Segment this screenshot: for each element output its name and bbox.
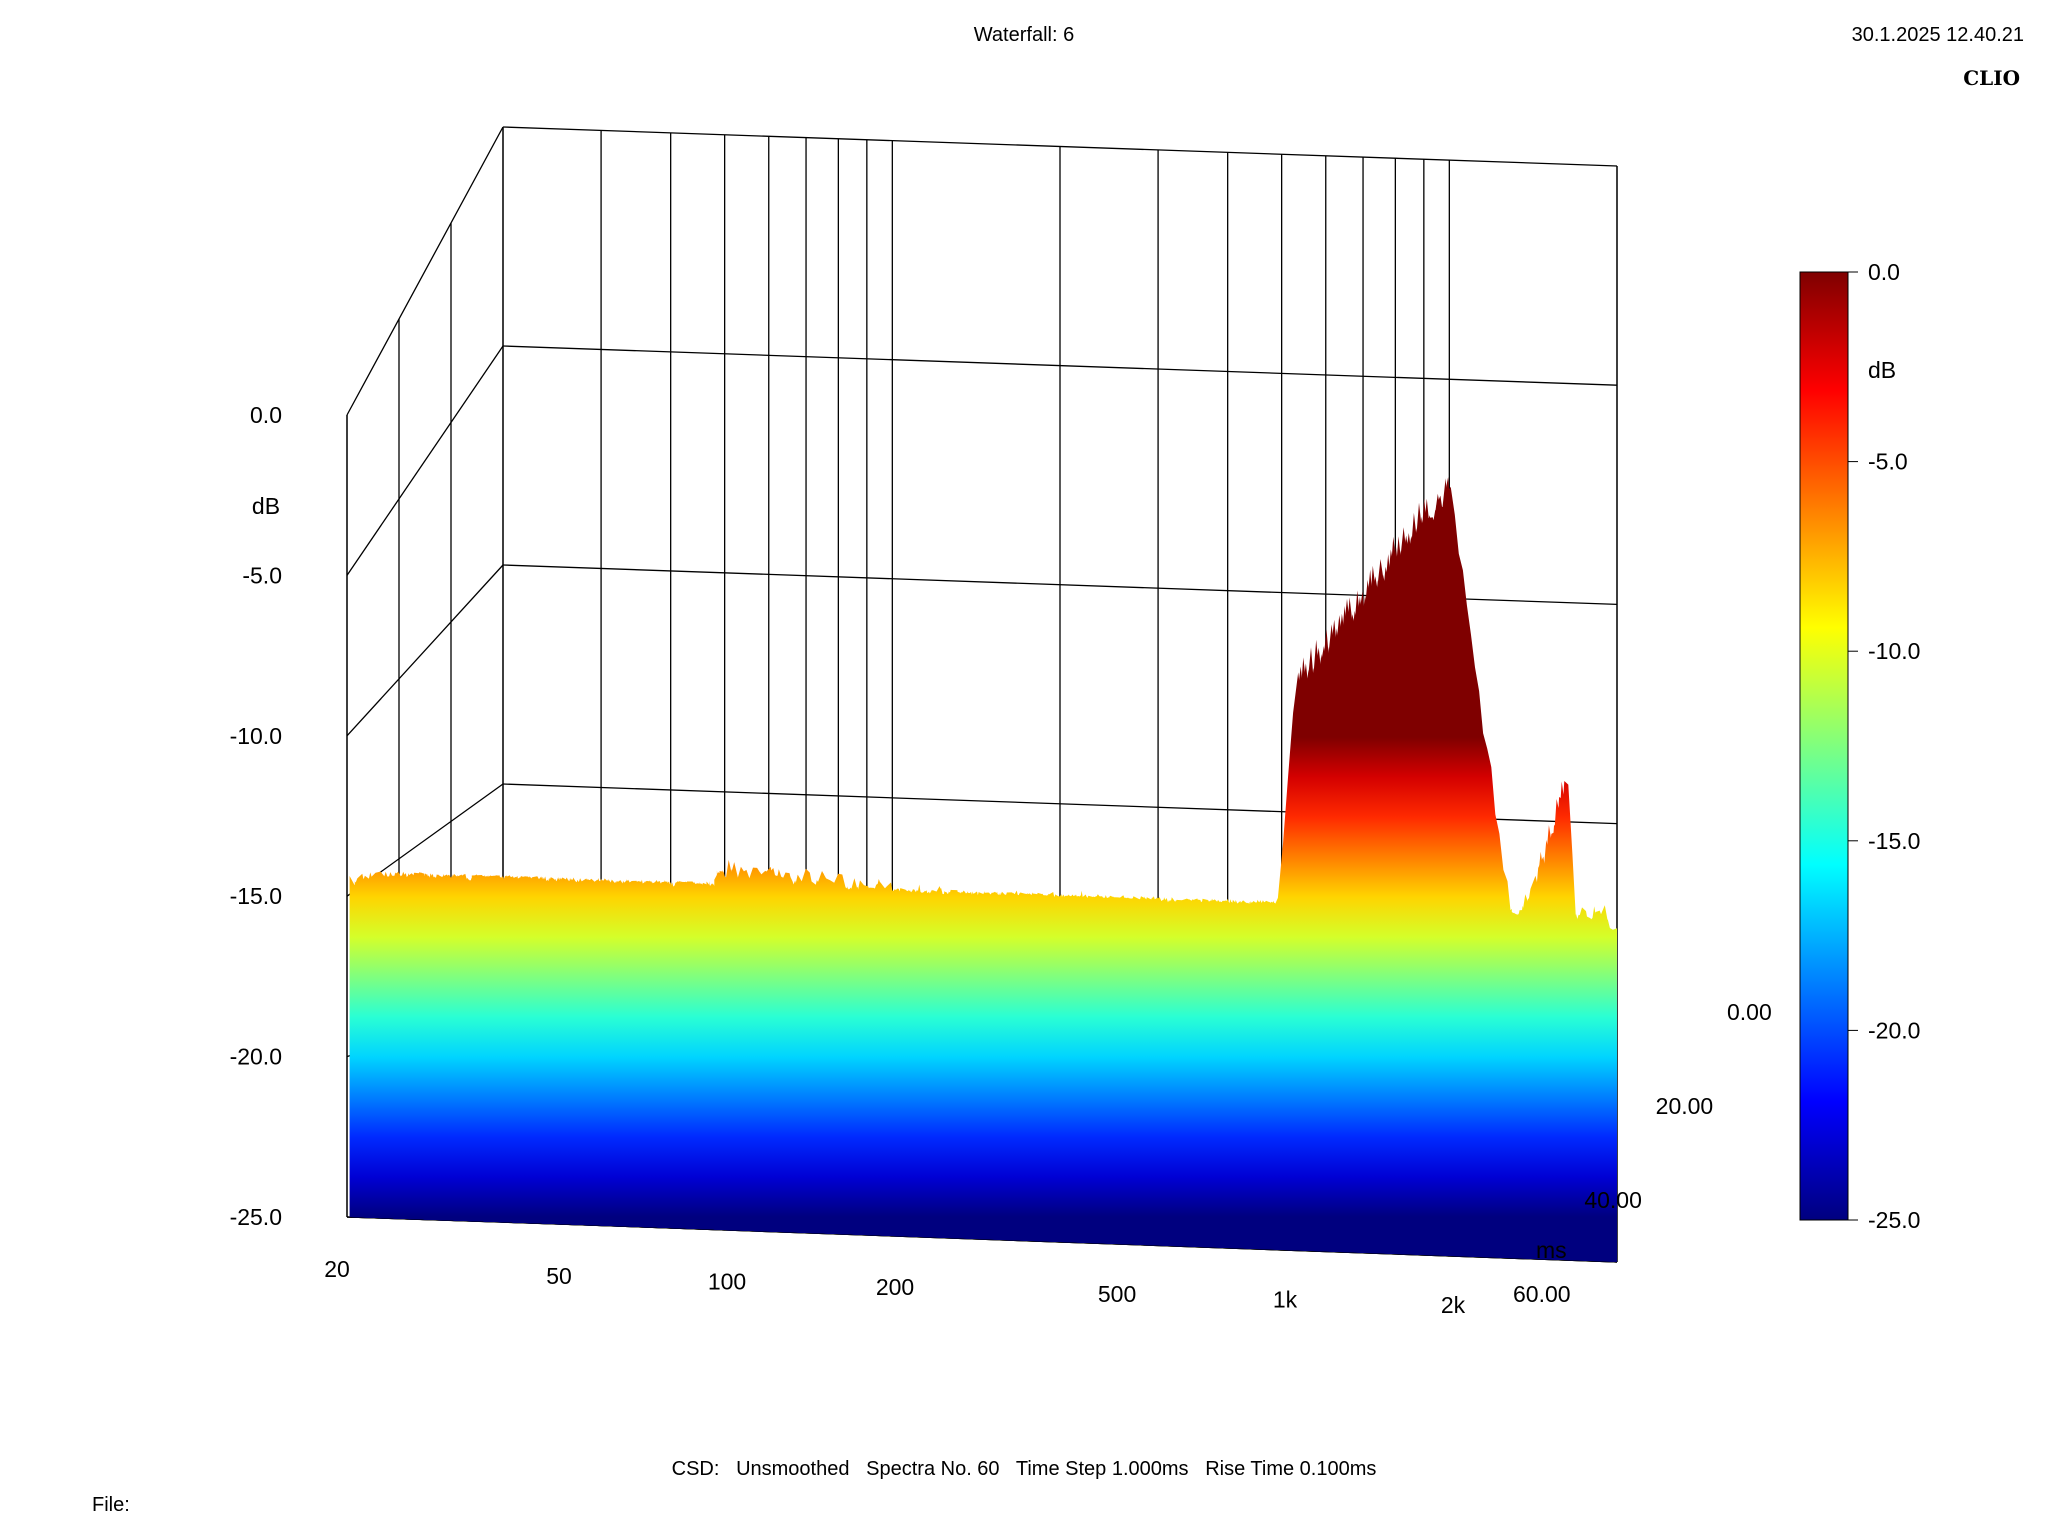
chart-title: Waterfall: 6: [973, 24, 1075, 46]
x-tick-label: 1k: [1273, 1287, 1298, 1313]
colorbar-gradient: [1799, 271, 1849, 1221]
color-scale-bar: 0.0 -5.0 -10.0 -15.0 -20.0 -25.0 dB: [1799, 259, 1920, 1233]
colorbar-tick-label: -10.0: [1868, 638, 1920, 664]
left-wall-gridline: [346, 564, 504, 737]
x-tick-label: 100: [708, 1269, 746, 1295]
z-tick-label: 40.00: [1584, 1187, 1642, 1213]
timestamp: 30.1.2025 12.40.21: [1851, 24, 2024, 46]
file-label: File:: [92, 1494, 130, 1516]
y-tick-label: -20.0: [230, 1044, 282, 1070]
left-wall-gridline: [346, 345, 504, 576]
colorbar-tick-label: -5.0: [1868, 449, 1908, 475]
x-tick-label: 500: [1098, 1281, 1136, 1307]
colorbar-tick-label: -20.0: [1868, 1017, 1920, 1043]
colorbar-unit-label: dB: [1868, 357, 1896, 383]
measurement-info: CSD: Unsmoothed Spectra No. 60 Time Step…: [671, 1458, 1377, 1480]
y-tick-label: -5.0: [242, 562, 282, 588]
z-tick-label: 0.00: [1727, 999, 1772, 1025]
axis-labels: 0.0 -5.0 -10.0 -15.0 -20.0 -25.0 dB 20 50 100 200 5…: [230, 402, 1772, 1318]
waterfall-surface: [349, 477, 1617, 1262]
x-tick-label: 50: [546, 1263, 572, 1289]
z-tick-label: 60.00: [1513, 1281, 1571, 1307]
left-wall-gridline: [346, 126, 504, 416]
z-tick-label: 20.00: [1656, 1093, 1714, 1119]
x-tick-label: 200: [876, 1274, 914, 1300]
y-tick-label: 0.0: [250, 402, 282, 428]
colorbar-tick-label: 0.0: [1868, 259, 1900, 285]
y-tick-label: -25.0: [230, 1204, 282, 1230]
z-axis-unit-label: ms: [1536, 1237, 1567, 1263]
y-tick-label: -15.0: [230, 883, 282, 909]
x-tick-label: 2k: [1441, 1292, 1466, 1318]
colorbar-tick-label: -15.0: [1868, 828, 1920, 854]
colorbar-tick-label: -25.0: [1868, 1207, 1920, 1233]
brand-logo: CLIO: [1963, 66, 2020, 90]
x-tick-label: 20: [324, 1256, 350, 1282]
y-tick-label: -10.0: [230, 723, 282, 749]
spectrum-slice: [349, 672, 1466, 1254]
y-axis-unit-label: dB: [252, 493, 280, 519]
